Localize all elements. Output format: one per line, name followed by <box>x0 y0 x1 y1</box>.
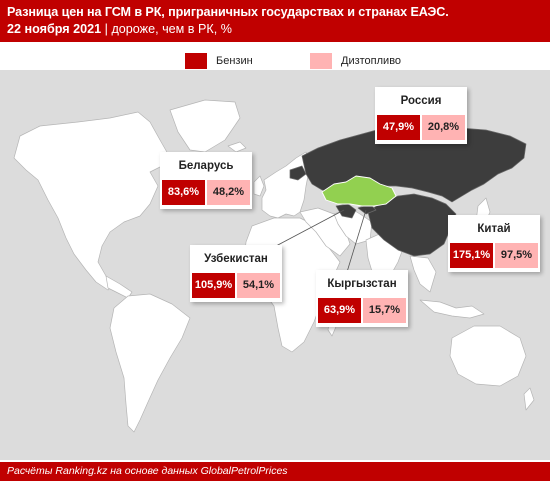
australia-shape <box>449 325 527 387</box>
infographic-title: Разница цен на ГСМ в РК, приграничных го… <box>7 5 449 19</box>
legend-swatch-petrol <box>185 53 207 69</box>
subtitle-date: 22 ноября 2021 <box>7 22 102 36</box>
footer-bar: Расчёты Ranking.kz на основе данных Glob… <box>0 462 550 481</box>
diesel-value: 54,1% <box>237 273 280 298</box>
greenland-shape <box>169 99 241 153</box>
north-america-shape <box>13 111 169 291</box>
great-britain-shape <box>253 175 265 197</box>
connector-kyrgyzstan <box>346 209 367 273</box>
country-card-russia: Россия 47,9% 20,8% <box>375 87 467 144</box>
legend-label-diesel: Дизтопливо <box>341 55 402 67</box>
country-card-uzbekistan: Узбекистан 105,9% 54,1% <box>190 245 282 302</box>
belarus-shape <box>289 165 307 181</box>
source-note: Расчёты Ranking.kz на основе данных Glob… <box>7 465 288 477</box>
diesel-value: 15,7% <box>363 298 406 323</box>
country-card-belarus: Беларусь 83,6% 48,2% <box>160 152 252 209</box>
legend-label-petrol: Бензин <box>216 55 253 67</box>
petrol-value: 47,9% <box>377 115 420 140</box>
diesel-value: 97,5% <box>495 243 538 268</box>
legend-item-petrol: Бензин <box>185 53 253 69</box>
diesel-value: 20,8% <box>422 115 465 140</box>
country-name: Китай <box>477 223 511 235</box>
legend-item-diesel: Дизтопливо <box>310 53 401 69</box>
country-name: Россия <box>400 95 442 107</box>
petrol-value: 83,6% <box>162 180 205 205</box>
infographic-subtitle: 22 ноября 2021 | дороже, чем в РК, % <box>7 22 232 36</box>
southeast-asia-shape <box>409 255 437 293</box>
petrol-value: 175,1% <box>450 243 493 268</box>
connector-uzbekistan <box>275 209 345 247</box>
new-zealand-shape <box>523 387 535 411</box>
country-name: Беларусь <box>178 160 234 172</box>
south-america-shape <box>109 293 191 433</box>
kazakhstan-shape <box>321 175 397 207</box>
diesel-value: 48,2% <box>207 180 250 205</box>
subtitle-rest: | дороже, чем в РК, % <box>101 22 232 36</box>
iceland-shape <box>227 141 247 153</box>
indonesia-shape <box>419 299 485 319</box>
legend-swatch-diesel <box>310 53 332 69</box>
header-bar: Разница цен на ГСМ в РК, приграничных го… <box>0 0 550 42</box>
country-name: Кыргызстан <box>327 278 397 290</box>
country-name: Узбекистан <box>204 253 268 265</box>
petrol-value: 63,9% <box>318 298 361 323</box>
country-card-kyrgyzstan: Кыргызстан 63,9% 15,7% <box>316 270 408 327</box>
country-card-china: Китай 175,1% 97,5% <box>448 215 540 272</box>
petrol-value: 105,9% <box>192 273 235 298</box>
